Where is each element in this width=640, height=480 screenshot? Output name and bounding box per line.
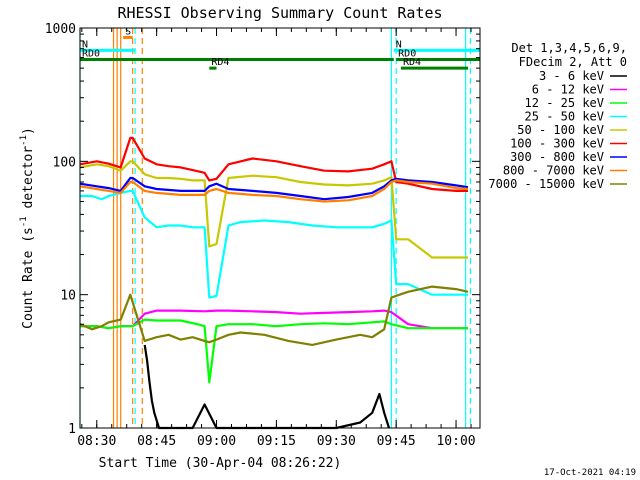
- y-tick-label-1: 10: [60, 289, 76, 304]
- series-line-6: [79, 176, 469, 201]
- y-axis-label-sup1: -1: [19, 216, 29, 227]
- flag-label-2: N: [396, 39, 402, 50]
- series-line-7: [79, 179, 469, 203]
- series-line-2: [80, 318, 468, 384]
- legend: Det 1,3,4,5,6,9, FDecim 2, Att 0 3 - 6 k…: [488, 41, 627, 191]
- legend-label-4: 50 - 100 keV: [517, 123, 604, 137]
- flag-label-5: RD4: [211, 57, 229, 68]
- plot-frame: [79, 27, 481, 429]
- series-line-5: [79, 136, 468, 192]
- y-tick-label-2: 100: [53, 155, 76, 170]
- legend-label-0: 3 - 6 keV: [539, 69, 604, 83]
- legend-label-6: 300 - 800 keV: [510, 150, 604, 164]
- x-tick-label-4: 09:30: [317, 434, 356, 449]
- legend-label-8: 7000 - 15000 keV: [488, 177, 604, 191]
- x-tick-label-3: 09:15: [257, 434, 296, 449]
- x-tick-label-0: 08:30: [77, 434, 116, 449]
- y-axis-label-start: Count Rate (s: [21, 227, 36, 329]
- flag-label-4: RD0: [398, 49, 416, 60]
- x-tick-label-2: 09:00: [197, 434, 236, 449]
- series-line-8: [79, 285, 469, 346]
- legend-label-1: 6 - 12 keV: [532, 83, 604, 97]
- y-axis-label: Count Rate (s-1 detector-1): [19, 127, 36, 329]
- legend-label-7: 800 - 7000 keV: [503, 164, 604, 178]
- x-axis-label: Start Time (30-Apr-04 08:26:22): [99, 456, 342, 471]
- legend-label-3: 25 - 50 keV: [525, 110, 604, 124]
- flag-label-1: N: [82, 39, 88, 50]
- y-tick-label-3: 1000: [45, 22, 76, 37]
- flag-label-3: RD0: [82, 49, 100, 60]
- y-axis-label-sup2: -1: [19, 135, 29, 146]
- flag-label-0: S: [125, 26, 131, 37]
- legend-header-line-2: FDecim 2, Att 0: [519, 55, 627, 69]
- y-axis-label-end: ): [21, 127, 36, 135]
- x-tick-label-6: 10:00: [436, 434, 475, 449]
- y-axis: 1 10 100 1000: [45, 22, 480, 437]
- y-axis-label-mid: detector: [21, 146, 36, 217]
- y-tick-label-0: 1: [68, 422, 76, 437]
- series-line-3: [80, 189, 468, 299]
- x-tick-label-1: 08:45: [137, 434, 176, 449]
- x-tick-label-5: 09:45: [377, 434, 416, 449]
- legend-header-line-1: Det 1,3,4,5,6,9,: [511, 41, 627, 55]
- generation-timestamp: 17-Oct-2021 04:19: [544, 468, 636, 478]
- series-line-4: [79, 160, 468, 259]
- x-axis: 08:30 08:45 09:00 09:15 09:30 09:45 10:00: [77, 28, 476, 449]
- legend-label-5: 100 - 300 keV: [510, 137, 604, 151]
- legend-label-2: 12 - 25 keV: [525, 96, 604, 110]
- chart-title: RHESSI Observing Summary Count Rates: [117, 4, 442, 22]
- flag-label-6: RD4: [403, 57, 421, 68]
